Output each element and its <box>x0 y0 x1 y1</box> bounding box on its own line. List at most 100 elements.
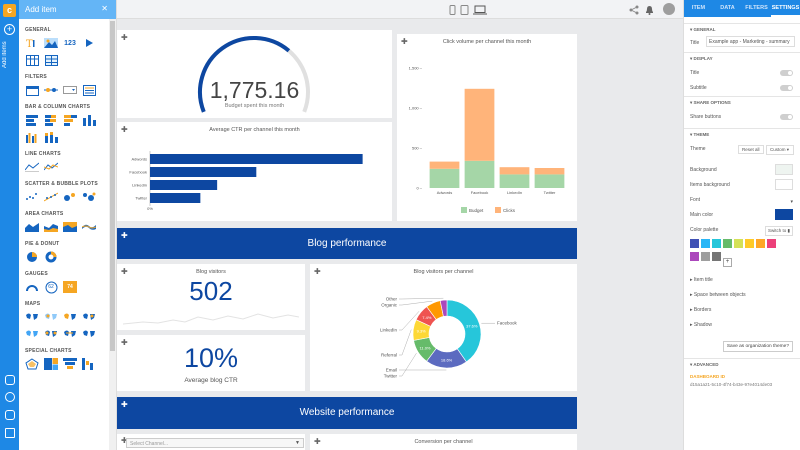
website-performance-band[interactable]: ✚ Website performance <box>117 397 577 429</box>
shadow-section[interactable]: ▸ Shadow <box>690 322 712 328</box>
drag-handle-icon[interactable]: ✚ <box>121 33 128 42</box>
reset-all-button[interactable]: Reset all <box>738 145 764 154</box>
treemap-icon[interactable] <box>44 358 58 370</box>
blog-visitors-card[interactable]: ✚ Blog visitors 502 <box>117 264 305 330</box>
choropleth-icon[interactable] <box>63 311 77 323</box>
save-org-theme-button[interactable]: Save as organization theme? <box>722 341 793 352</box>
bell-icon[interactable] <box>645 5 654 15</box>
avatar[interactable] <box>663 3 675 15</box>
theme-select[interactable]: Custom ▾ <box>766 145 794 155</box>
items-background-color-picker[interactable] <box>775 179 793 190</box>
gauge-arc-icon[interactable] <box>25 281 39 293</box>
image-item-icon[interactable] <box>44 37 58 49</box>
section-advanced[interactable]: ▾ ADVANCED <box>684 358 800 368</box>
section-share[interactable]: ▾ SHARE OPTIONS <box>684 96 800 106</box>
palette-swatch[interactable] <box>712 252 721 261</box>
section-display[interactable]: ▾ DISPLAY <box>684 52 800 62</box>
palette-swatch[interactable] <box>745 239 754 248</box>
grid-table-icon[interactable] <box>44 54 58 66</box>
blog-performance-band[interactable]: ✚ Blog performance <box>117 228 577 259</box>
kpi-number-icon[interactable]: 74 <box>63 281 77 293</box>
palette-swatch[interactable] <box>712 239 721 248</box>
funnel-icon[interactable] <box>63 358 77 370</box>
display-title-toggle[interactable] <box>780 70 793 76</box>
horizontal-bar-icon[interactable] <box>25 114 39 126</box>
point-map-icon[interactable] <box>82 311 96 323</box>
chat-icon[interactable] <box>5 410 15 420</box>
region-map-icon[interactable] <box>25 328 39 340</box>
scatter-trend-icon[interactable] <box>44 191 58 203</box>
palette-swatch[interactable] <box>701 239 710 248</box>
streamgraph-icon[interactable] <box>82 221 96 233</box>
map-icon[interactable] <box>25 311 39 323</box>
waterfall-icon[interactable] <box>82 358 96 370</box>
tab-data[interactable]: DATA <box>720 5 735 11</box>
area-chart-icon[interactable] <box>25 221 39 233</box>
drag-handle-icon[interactable]: ✚ <box>121 231 128 240</box>
share-icon[interactable] <box>629 5 639 15</box>
donut-icon[interactable] <box>44 251 58 263</box>
gauge-number-icon[interactable]: 62 <box>44 281 58 293</box>
palette-swatch[interactable] <box>756 239 765 248</box>
drag-handle-icon[interactable]: ✚ <box>314 267 321 276</box>
multi-line-icon[interactable] <box>44 161 58 173</box>
flag-icon[interactable] <box>5 428 15 438</box>
radar-icon[interactable] <box>25 358 39 370</box>
display-subtitle-toggle[interactable] <box>780 85 793 91</box>
table-icon[interactable] <box>25 54 39 66</box>
add-icon[interactable]: + <box>4 24 15 35</box>
section-theme[interactable]: ▾ THEME <box>684 128 800 138</box>
palette-swatch[interactable] <box>690 239 699 248</box>
channel-filter-card[interactable]: ✚ Select Channel... ▼ <box>117 434 305 450</box>
share-buttons-toggle[interactable] <box>780 114 793 120</box>
bubble-multi-icon[interactable] <box>82 191 96 203</box>
palette-swatch[interactable] <box>734 239 743 248</box>
stacked-area-icon[interactable] <box>44 221 58 233</box>
palette-swatch[interactable] <box>723 239 732 248</box>
user-icon[interactable] <box>5 375 15 385</box>
text-item-icon[interactable]: T <box>25 37 39 49</box>
route-map-icon[interactable] <box>63 328 77 340</box>
tab-filters[interactable]: FILTERS <box>745 5 768 11</box>
click-volume-card[interactable]: ✚ Click volume per channel this month 0 … <box>397 34 577 221</box>
borders-section[interactable]: ▸ Borders <box>690 307 712 313</box>
stacked-column-icon[interactable] <box>44 131 58 143</box>
drag-handle-icon[interactable]: ✚ <box>121 125 128 134</box>
main-color-picker[interactable] <box>775 209 793 220</box>
stacked-bar-icon[interactable] <box>44 114 58 126</box>
app-logo[interactable]: c <box>3 4 16 17</box>
drag-handle-icon[interactable]: ✚ <box>121 436 128 445</box>
calendar-filter-icon[interactable] <box>25 84 39 96</box>
close-icon[interactable]: ✕ <box>101 4 108 13</box>
globe-icon[interactable] <box>5 392 15 402</box>
drag-handle-icon[interactable]: ✚ <box>121 338 128 347</box>
line-chart-icon[interactable] <box>25 161 39 173</box>
flow-map-icon[interactable] <box>82 328 96 340</box>
number-item-icon[interactable]: 123 <box>64 39 76 47</box>
blog-ctr-card[interactable]: ✚ 10% Average blog CTR <box>117 335 305 391</box>
add-items-label[interactable]: Add items <box>2 41 8 69</box>
budget-gauge-card[interactable]: ✚ 1,775.16 Budget spent this month <box>117 30 392 118</box>
drag-handle-icon[interactable]: ✚ <box>121 267 128 276</box>
add-color-icon[interactable]: + <box>723 258 732 267</box>
percent-area-icon[interactable] <box>63 221 77 233</box>
drag-handle-icon[interactable]: ✚ <box>121 400 128 409</box>
switch-palette-button[interactable]: Switch to ▮ <box>765 226 793 236</box>
panel-scrollbar[interactable] <box>109 19 116 450</box>
section-general[interactable]: ▾ GENERAL <box>684 23 800 33</box>
stacked-bar-alt-icon[interactable] <box>63 114 77 126</box>
bubble-map-icon[interactable] <box>44 311 58 323</box>
dropdown-filter-icon[interactable] <box>63 84 77 96</box>
title-input[interactable] <box>706 36 795 47</box>
list-filter-icon[interactable] <box>82 84 96 96</box>
channel-select[interactable]: Select Channel... ▼ <box>126 438 304 448</box>
chevron-down-icon[interactable]: ▼ <box>295 440 300 446</box>
pie-icon[interactable] <box>25 251 39 263</box>
scatter-icon[interactable] <box>25 191 39 203</box>
scrollbar-thumb[interactable] <box>110 21 115 351</box>
play-icon[interactable] <box>82 37 96 49</box>
blog-visitors-channel-card[interactable]: ✚ Blog visitors per channel 37.6% 18.6% 11… <box>310 264 577 391</box>
heat-map-icon[interactable] <box>44 328 58 340</box>
space-between-section[interactable]: ▸ Space between objects <box>690 292 746 298</box>
palette-swatch[interactable] <box>701 252 710 261</box>
